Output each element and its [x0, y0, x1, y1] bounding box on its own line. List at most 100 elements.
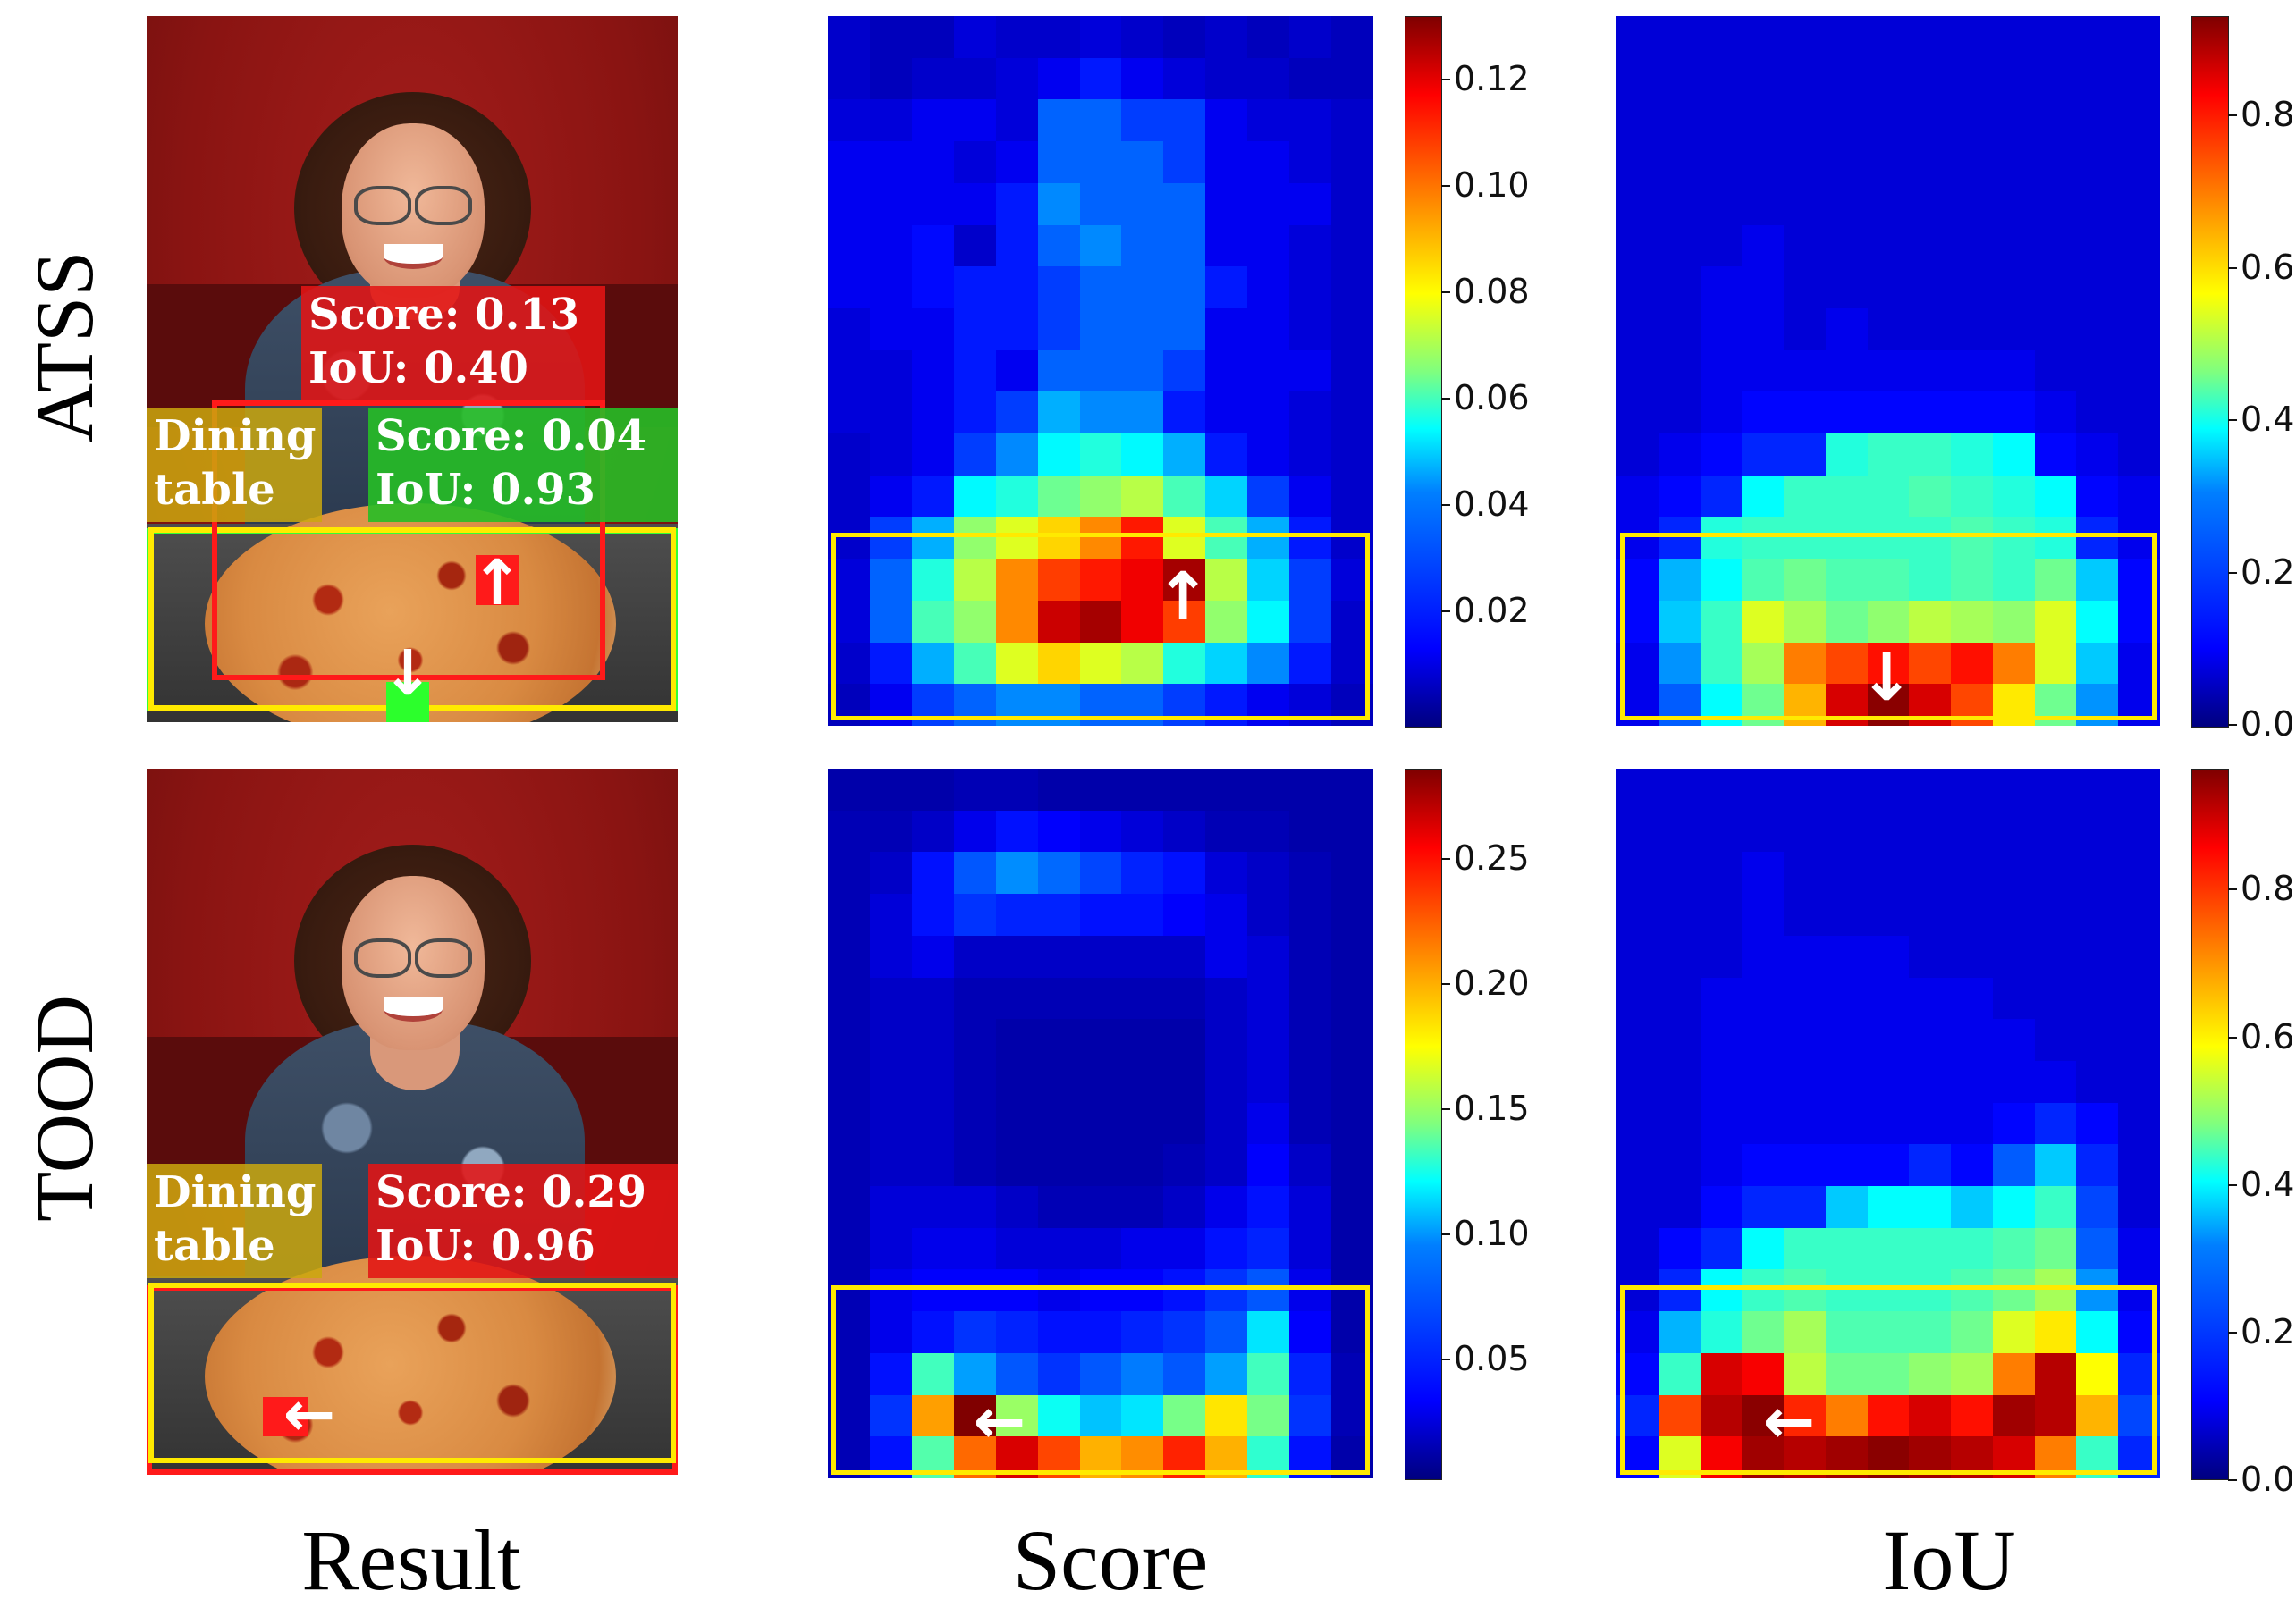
heatmap-cell: [1247, 1102, 1290, 1145]
heatmap-cell: [1867, 517, 1910, 560]
heatmap-cell: [1909, 852, 1952, 895]
heatmap-cell: [1247, 935, 1290, 978]
heatmap-cell: [1079, 810, 1122, 853]
heatmap-cell: [1867, 1311, 1910, 1353]
heatmap-cell: [1247, 57, 1290, 100]
heatmap-cell: [1037, 182, 1080, 225]
heatmap-cell: [911, 1269, 954, 1312]
glasses-right: [415, 938, 472, 978]
heatmap-cell: [2076, 1227, 2119, 1270]
heatmap-cell: [2118, 642, 2160, 685]
heatmap-cell: [828, 642, 870, 685]
heatmap-cell: [2034, 935, 2077, 978]
heatmap-cell: [1289, 182, 1332, 225]
heatmap-cell: [1867, 1227, 1910, 1270]
heatmap-cell: [1616, 1060, 1659, 1103]
heatmap-cell: [828, 810, 870, 853]
heatmap-cell: [828, 182, 870, 225]
heatmap-cell: [828, 559, 870, 601]
heatmap-cell: [1784, 391, 1826, 434]
heatmap-cell: [1742, 266, 1785, 308]
heatmap-cell: [869, 769, 912, 811]
heatmap-cell: [1331, 684, 1373, 726]
heatmap-cell: [1331, 433, 1373, 476]
heatmap-cell: [2076, 977, 2119, 1020]
heatmap-cell: [1784, 559, 1826, 601]
heatmap-cell: [1742, 1227, 1785, 1270]
heatmap-cell: [2118, 894, 2160, 936]
heatmap-cell: [1784, 684, 1826, 726]
heatmap-cell: [2034, 600, 2077, 643]
heatmap-cell: [1331, 1269, 1373, 1312]
heatmap-cell: [1951, 349, 1993, 392]
heatmap-cell: [2076, 1311, 2119, 1353]
heatmap-cell: [2076, 433, 2119, 476]
up-arrow-icon: ↑: [1154, 559, 1211, 635]
heatmap-cell: [1121, 600, 1164, 643]
glasses-right: [415, 186, 472, 225]
heatmap-cell: [1700, 16, 1743, 58]
heatmap-cell: [1037, 600, 1080, 643]
atss-score-colorbar: [1405, 16, 1442, 728]
heatmap-cell: [2076, 852, 2119, 895]
heatmap-cell: [1616, 977, 1659, 1020]
heatmap-cell: [1079, 391, 1122, 434]
heatmap-cell: [1205, 1060, 1248, 1103]
red-anchor-marker: [263, 1397, 308, 1436]
heatmap-cell: [1289, 1311, 1332, 1353]
heatmap-cell: [1742, 1186, 1785, 1228]
heatmap-cell: [2034, 99, 2077, 142]
heatmap-cell: [1121, 1060, 1164, 1103]
heatmap-cell: [1909, 684, 1952, 726]
heatmap-cell: [1742, 1269, 1785, 1312]
heatmap-cell: [1616, 1186, 1659, 1228]
heatmap-cell: [1247, 141, 1290, 183]
heatmap-cell: [828, 977, 870, 1020]
red-box-label: Score: 0.29 IoU: 0.96: [368, 1164, 678, 1278]
colorbar-tick: 0.10: [1441, 1214, 1530, 1253]
heatmap-cell: [828, 852, 870, 895]
heatmap-cell: [1163, 642, 1206, 685]
heatmap-cell: [1163, 810, 1206, 853]
heatmap-cell: [1867, 307, 1910, 350]
heatmap-cell: [1825, 852, 1868, 895]
heatmap-cell: [1992, 769, 2035, 811]
heatmap-cell: [869, 266, 912, 308]
heatmap-cell: [869, 935, 912, 978]
heatmap-cell: [1037, 977, 1080, 1020]
heatmap-cell: [953, 517, 996, 560]
heatmap-cell: [1247, 224, 1290, 267]
heatmap-cell: [1247, 1311, 1290, 1353]
heatmap-cell: [1658, 600, 1701, 643]
heatmap-cell: [2076, 307, 2119, 350]
heatmap-cell: [1784, 1269, 1826, 1312]
heatmap-cell: [2076, 894, 2119, 936]
heatmap-cell: [911, 1352, 954, 1395]
heatmap-cell: [1825, 1060, 1868, 1103]
heatmap-cell: [953, 1060, 996, 1103]
heatmap-cell: [1163, 559, 1206, 601]
heatmap-cell: [1700, 684, 1743, 726]
heatmap-cell: [953, 894, 996, 936]
heatmap-cell: [1951, 1394, 1993, 1437]
heatmap-cell: [1867, 1186, 1910, 1228]
heatmap-cell: [1867, 1352, 1910, 1395]
heatmap-cell: [1616, 224, 1659, 267]
heatmap-cell: [1784, 642, 1826, 685]
heatmap-cell: [1331, 810, 1373, 853]
heatmap-cell: [2034, 1352, 2077, 1395]
heatmap-cell: [1079, 1352, 1122, 1395]
heatmap-cell: [2118, 182, 2160, 225]
heatmap-cell: [1616, 182, 1659, 225]
heatmap-cell: [2076, 57, 2119, 100]
heatmap-cell: [1163, 852, 1206, 895]
heatmap-cell: [1742, 935, 1785, 978]
heatmap-cell: [1163, 1186, 1206, 1228]
heatmap-cell: [1742, 1311, 1785, 1353]
heatmap-cell: [1825, 475, 1868, 518]
red-box-label: Score: 0.13 IoU: 0.40: [301, 286, 605, 400]
heatmap-cell: [1867, 182, 1910, 225]
heatmap-cell: [1616, 852, 1659, 895]
heatmap-cell: [1909, 433, 1952, 476]
heatmap-cell: [1784, 266, 1826, 308]
